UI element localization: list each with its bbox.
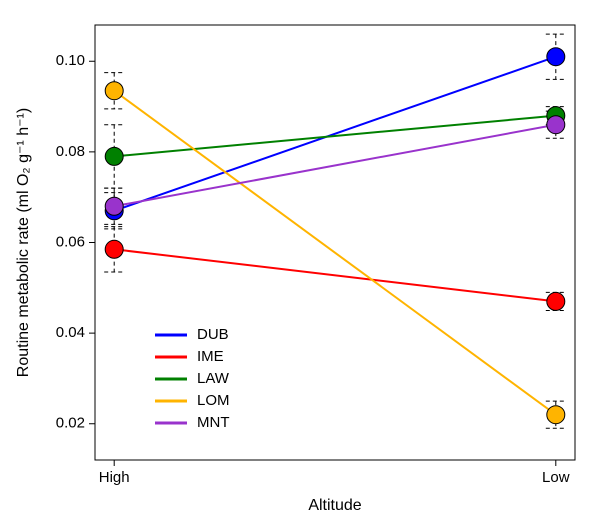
marker-ime [547,292,565,310]
legend-label-law: LAW [197,370,230,387]
x-axis-title: Altitude [308,497,361,514]
legend-label-mnt: MNT [197,414,230,431]
series-line-ime [114,249,556,301]
y-tick-label: 0.08 [56,143,85,160]
marker-lom [105,82,123,100]
chart-svg: 0.02 0.04 0.06 0.08 0.10 Routine metabolic ra… [0,0,600,530]
marker-ime [105,240,123,258]
marker-dub [547,48,565,66]
y-tick-label: 0.02 [56,415,85,432]
y-tick-label: 0.06 [56,233,85,250]
y-tick-label: 0.10 [56,52,85,69]
legend-label-ime: IME [197,348,224,365]
plot-border [95,25,575,460]
series-line-lom [114,91,556,415]
marker-mnt [105,197,123,215]
y-tick-label: 0.04 [56,324,85,341]
marker-mnt [547,116,565,134]
legend-label-dub: DUB [197,326,229,343]
x-tick-label: Low [542,469,570,486]
y-axis-title: Routine metabolic rate (ml O₂ g⁻¹ h⁻¹) [15,108,32,377]
marker-law [105,147,123,165]
legend-label-lom: LOM [197,392,230,409]
metabolic-rate-chart: 0.02 0.04 0.06 0.08 0.10 Routine metabolic ra… [0,0,600,530]
x-tick-label: High [99,469,130,486]
marker-lom [547,406,565,424]
series-line-dub [114,57,556,211]
